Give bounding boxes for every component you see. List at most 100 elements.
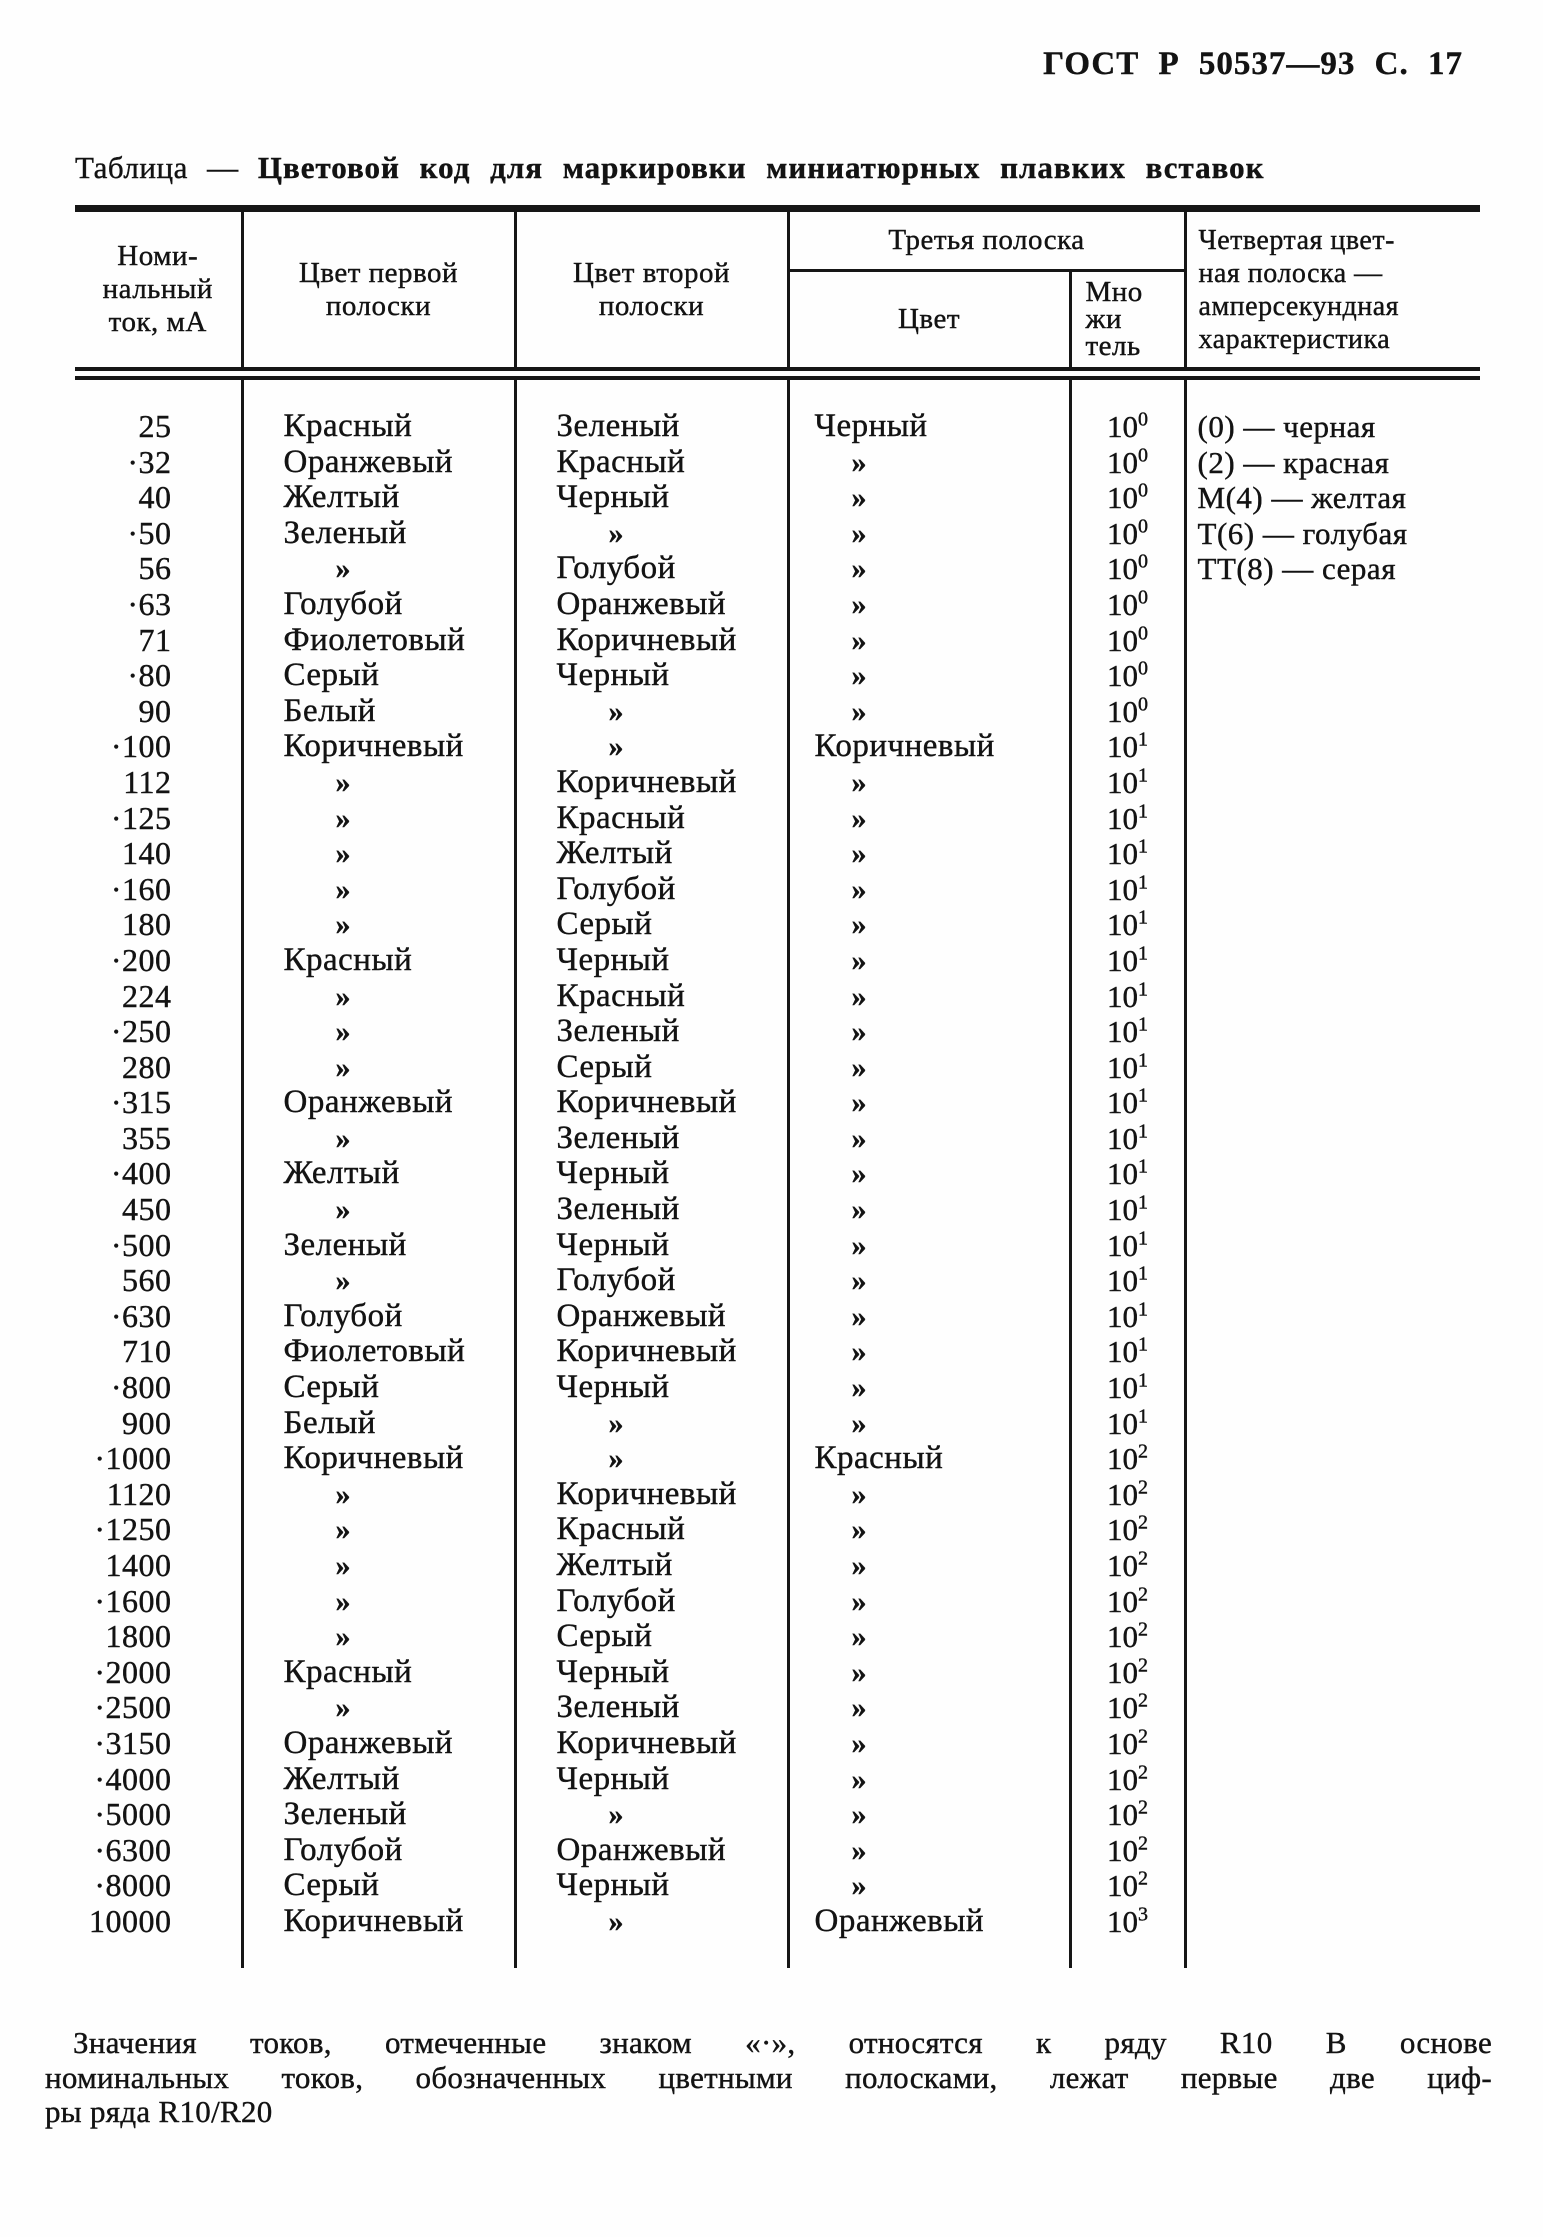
cell-nominal-current: ·630 [110, 1297, 172, 1334]
table-row: 1120» Коричневый» 102 [75, 1475, 1481, 1513]
cell-nominal-current: ·1000 [94, 1440, 172, 1477]
cell-third-stripe-color: » [786, 1548, 1070, 1584]
cell-second-stripe-color: Зеленый [513, 1690, 788, 1726]
cell-third-stripe-color: » [786, 871, 1070, 908]
cell-second-stripe-color: Черный [513, 479, 788, 516]
cell-first-stripe-color: » [240, 1548, 515, 1584]
cell-multiplier: 101 [1068, 872, 1186, 908]
cell-fourth-stripe-legend [1183, 871, 1481, 908]
cell-first-stripe-color: Зеленый [240, 1227, 515, 1264]
cell-multiplier: 100 [1068, 694, 1186, 730]
cell-third-stripe-color: » [786, 622, 1070, 659]
cell-fourth-stripe-legend [1183, 1298, 1481, 1335]
cell-multiplier: 100 [1068, 480, 1186, 516]
cell-third-stripe-color: » [786, 1156, 1070, 1193]
cell-multiplier: 102 [1068, 1477, 1186, 1513]
footnote-line-3: ры ряда R10/R20 [45, 2094, 273, 2129]
cell-multiplier: 101 [1068, 1085, 1186, 1121]
cell-second-stripe-color: Коричневый [513, 1084, 788, 1121]
cell-fourth-stripe-legend [1183, 1583, 1481, 1620]
col-header-nominal-current: Номи- нальный ток, мА [75, 208, 242, 380]
cell-fourth-stripe-legend [1183, 1619, 1481, 1655]
cell-first-stripe-color: Серый [240, 1369, 515, 1406]
cell-first-stripe-color: » [240, 836, 515, 872]
cell-nominal-current: 1400 [105, 1547, 172, 1583]
cell-multiplier: 100 [1068, 658, 1186, 694]
cell-fourth-stripe-legend [1183, 1725, 1481, 1762]
cell-nominal-current: 56 [138, 550, 172, 587]
cell-third-stripe-color: » [786, 1014, 1070, 1050]
cell-first-stripe-color: Голубой [240, 586, 515, 623]
cell-multiplier: 101 [1068, 1370, 1186, 1406]
cell-second-stripe-color: Красный [513, 444, 788, 481]
cell-first-stripe-color: Красный [240, 373, 515, 445]
cell-multiplier: 102 [1068, 1548, 1186, 1584]
cell-second-stripe-color: Коричневый [513, 622, 788, 659]
cell-nominal-current: ·1600 [94, 1582, 172, 1619]
cell-second-stripe-color: Черный [513, 1227, 788, 1264]
cell-fourth-stripe-legend: М(4) — желтая [1183, 480, 1481, 516]
cell-first-stripe-color: » [240, 1014, 515, 1050]
cell-fourth-stripe-legend [1183, 1832, 1481, 1869]
cell-fourth-stripe-legend [1183, 1263, 1481, 1299]
cell-nominal-current: ·2500 [94, 1689, 172, 1726]
table-row: ·1000 Коричневый» Красный 102 [75, 1440, 1481, 1477]
cell-third-stripe-color: » [786, 551, 1070, 587]
cell-first-stripe-color: » [240, 1049, 515, 1086]
cell-nominal-current: 10000 [89, 1902, 172, 1939]
cell-first-stripe-color: » [240, 551, 515, 587]
cell-first-stripe-color: Желтый [240, 479, 515, 516]
cell-nominal-current: 112 [123, 763, 172, 800]
cell-multiplier: 101 [1068, 907, 1186, 943]
footnote-line-2: номинальных токов, обозначенных цветными… [45, 2059, 1492, 2095]
cell-first-stripe-color: » [240, 871, 515, 908]
table-row: ·160» Голубой» 101 [75, 871, 1481, 908]
cell-multiplier: 102 [1068, 1833, 1186, 1869]
col-header-third-stripe-color: Цвет [786, 270, 1070, 380]
cell-nominal-current: ·800 [110, 1369, 172, 1406]
cell-second-stripe-color: Оранжевый [513, 586, 788, 623]
cell-multiplier: 101 [1068, 729, 1186, 765]
cell-fourth-stripe-legend [1183, 1476, 1481, 1513]
cell-second-stripe-color: Черный [513, 1761, 788, 1798]
cell-second-stripe-color: Черный [513, 1868, 788, 1904]
cell-fourth-stripe-legend [1183, 1548, 1481, 1584]
table-row: ·8000 Серый Черный» 102 [75, 1867, 1481, 1904]
table-row: ·1250» Красный» 102 [75, 1512, 1481, 1548]
cell-second-stripe-color: Оранжевый [513, 1832, 788, 1869]
table-row: ·5000 Зеленый»» 102 [75, 1796, 1481, 1833]
table-row: ·2500» Зеленый» 102 [75, 1689, 1481, 1726]
cell-nominal-current: ·8000 [94, 1867, 172, 1904]
cell-first-stripe-color: » [240, 764, 515, 801]
cell-third-stripe-color: » [786, 836, 1070, 872]
cell-third-stripe-color: » [786, 480, 1070, 516]
cell-first-stripe-color: Коричневый [240, 1903, 515, 1968]
cell-multiplier: 100 [1068, 373, 1186, 445]
cell-nominal-current: 140 [122, 835, 172, 872]
cell-third-stripe-color: » [786, 1192, 1070, 1228]
cell-third-stripe-color: » [786, 1619, 1070, 1655]
cell-multiplier: 103 [1068, 1904, 1186, 1968]
cell-first-stripe-color: » [240, 1583, 515, 1620]
cell-fourth-stripe-legend [1183, 1405, 1481, 1442]
col-header-second-stripe: Цвет второй полоски [513, 208, 788, 380]
cell-multiplier: 101 [1068, 1227, 1186, 1264]
footnote: Значения токов, отмеченные знаком «·», о… [45, 2025, 1492, 2130]
cell-second-stripe-color: Серый [513, 1618, 788, 1655]
cell-first-stripe-color: Коричневый [240, 1440, 515, 1477]
cell-third-stripe-color: » [786, 942, 1070, 979]
table-title-text: Цветовой код для маркировки миниатюрных … [257, 150, 1265, 185]
table-row: ·4000 Желтый Черный» 102 [75, 1761, 1481, 1798]
cell-second-stripe-color: Черный [513, 1369, 788, 1406]
table-row: 1800» Серый» 102 [75, 1618, 1481, 1655]
cell-second-stripe-color: Серый [513, 1049, 788, 1086]
cell-first-stripe-color: Фиолетовый [240, 1334, 515, 1371]
cell-multiplier: 102 [1068, 1512, 1186, 1548]
cell-nominal-current: 1120 [106, 1475, 172, 1512]
cell-second-stripe-color: Желтый [513, 1547, 788, 1584]
cell-second-stripe-color: Коричневый [513, 1334, 788, 1371]
header-row-group: Номи- нальный ток, мА Цвет первой полоск… [75, 208, 1481, 380]
cell-third-stripe-color: » [786, 1049, 1070, 1086]
cell-second-stripe-color: Красный [513, 978, 788, 1015]
